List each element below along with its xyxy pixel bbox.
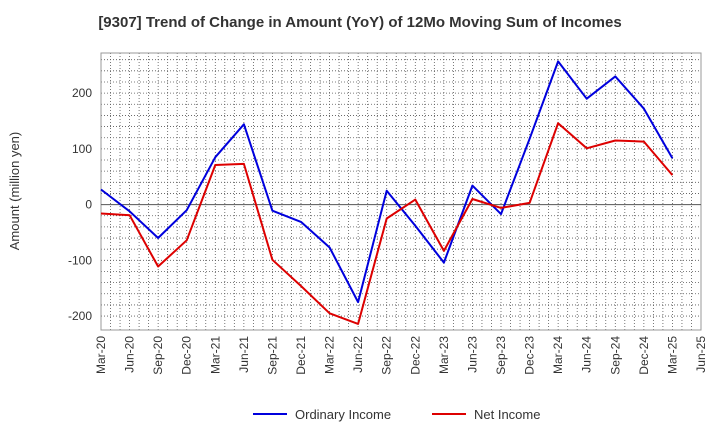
x-tick-label: Mar-22 [323,336,337,374]
x-tick-label: Jun-23 [465,336,479,373]
series-line-ordinary-income [100,60,674,304]
x-tick-label: Dec-24 [637,336,651,375]
y-tick-label: 100 [72,142,92,156]
y-tick-label: -100 [68,253,92,267]
plot-frame [100,52,702,331]
series-line-net-income [100,122,674,325]
y-axis-label: Amount (million yen) [7,132,22,251]
x-tick-label: Jun-22 [351,336,365,373]
x-tick-label: Jun-21 [237,336,251,373]
x-tick-label: Dec-23 [523,336,537,375]
x-tick-label: Mar-20 [94,336,108,374]
x-tick-label: Mar-24 [551,336,565,374]
x-tick-label: Dec-20 [180,336,194,375]
y-tick-label: -200 [68,309,92,323]
legend-label-ordinary-income: Ordinary Income [295,407,391,422]
x-axis-ticks: Mar-20 Jun-20 Sep-20 Dec-20 Mar-21 Jun-21 Sep-… [94,336,708,375]
series-group [100,60,674,325]
x-tick-label: Sep-21 [265,336,279,375]
x-tick-label: Mar-25 [665,336,679,374]
x-tick-label: Sep-23 [494,336,508,375]
legend: Ordinary Income Net Income [253,407,540,422]
x-tick-label: Dec-21 [294,336,308,375]
x-tick-label: Sep-24 [608,336,622,375]
chart-title: [9307] Trend of Change in Amount (YoY) o… [98,14,622,31]
y-tick-label: 0 [85,198,92,212]
x-tick-label: Jun-25 [694,336,708,373]
y-tick-label: 200 [72,86,92,100]
x-tick-label: Jun-20 [123,336,137,373]
x-tick-label: Mar-23 [437,336,451,374]
legend-label-net-income: Net Income [474,407,540,422]
grid-lines [101,53,701,330]
x-tick-label: Mar-21 [208,336,222,374]
x-tick-label: Sep-20 [151,336,165,375]
x-tick-label: Sep-22 [380,336,394,375]
y-axis-ticks: -200 -100 0 100 200 [68,86,92,323]
x-tick-label: Jun-24 [580,336,594,373]
x-tick-label: Dec-22 [408,336,422,375]
